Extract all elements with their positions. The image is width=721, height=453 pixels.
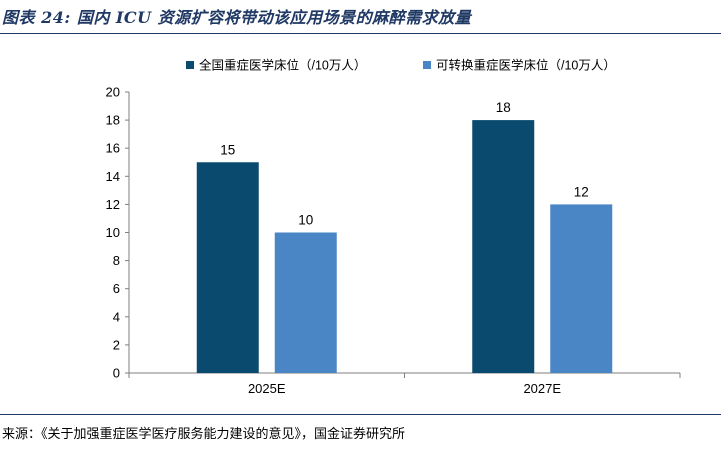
x-tick-label: 2025E [248,381,286,396]
y-tick-label: 0 [113,366,120,381]
bar-series-2-2027E [550,204,613,373]
figure-title: 图表 24: 国内 ICU 资源扩容将带动该应用场景的麻醉需求放量 [2,8,472,27]
data-label: 18 [496,100,511,115]
y-tick-label: 10 [106,225,120,240]
y-tick-label: 6 [113,281,120,296]
y-tick-label: 12 [106,197,120,212]
source-note: 来源：《关于加强重症医学医疗服务能力建设的意见》，国金证券研究所 [2,427,406,442]
bar-series-1-2025E [196,162,259,373]
y-tick-label: 16 [106,141,120,156]
y-tick-label: 18 [106,113,120,128]
legend-label-1: 全国重症医学床位（/10万人） [199,58,366,73]
y-tick-label: 4 [113,309,120,324]
x-tick-label: 2027E [523,381,561,396]
data-label: 10 [298,213,313,228]
y-tick-label: 20 [106,85,120,100]
title-rule [0,33,721,34]
legend-swatch-2 [423,61,431,69]
legend-swatch-1 [186,61,194,69]
y-tick-label: 2 [113,337,120,352]
legend-label-2: 可转换重症医学床位（/10万人） [436,58,616,73]
y-tick-label: 8 [113,253,120,268]
bar-series-2-2025E [274,232,337,373]
y-tick-label: 14 [106,169,120,184]
data-label: 15 [220,142,235,157]
bar-series-1-2027E [472,120,535,373]
data-label: 12 [574,184,589,199]
source-rule [0,414,721,415]
